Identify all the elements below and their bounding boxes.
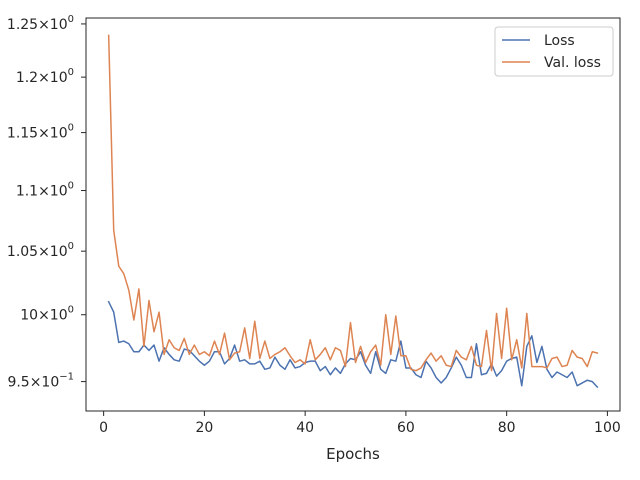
- x-tick-label: 40: [296, 420, 314, 436]
- y-tick-label: 1.1×100: [16, 181, 74, 200]
- y-tick-label: 1.15×100: [7, 123, 74, 142]
- x-tick-label: 20: [195, 420, 213, 436]
- axis-ticks: 0 20 40 60 80 100 9.5×10−1 10×100 1.05×100 1.1×10…: [7, 14, 621, 436]
- x-tick-label: 0: [99, 420, 108, 436]
- x-tick-label: 80: [498, 420, 516, 436]
- y-tick-label: 9.5×10−1: [7, 372, 74, 391]
- x-tick-label: 60: [397, 420, 415, 436]
- series-lines: [107, 34, 599, 389]
- plot-frame: [85, 17, 621, 412]
- x-axis-label: Epochs: [326, 445, 380, 463]
- legend: Loss Val. loss: [494, 26, 614, 77]
- x-tick-label: 100: [594, 420, 621, 436]
- y-tick-label: 1.25×100: [7, 14, 74, 33]
- y-tick-label: 10×100: [20, 305, 74, 324]
- legend-label-val-loss: Val. loss: [544, 55, 601, 71]
- legend-label-loss: Loss: [544, 33, 575, 49]
- series-line-val-loss: [107, 34, 599, 372]
- y-tick-label: 1.05×100: [7, 241, 74, 260]
- y-tick-label: 1.2×100: [16, 67, 74, 86]
